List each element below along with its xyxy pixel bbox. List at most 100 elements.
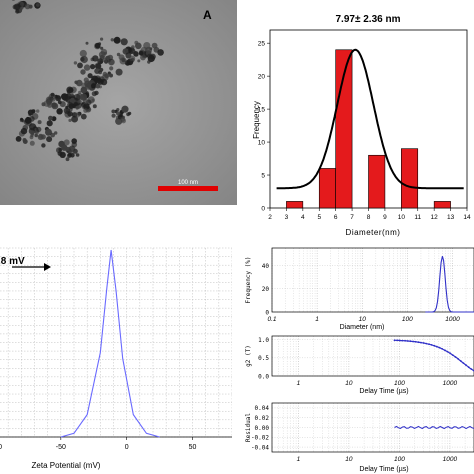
nanoparticle: [116, 52, 121, 57]
tem-image-panel: 100 nm A: [0, 0, 237, 205]
x-tick-label: 0.1: [267, 316, 276, 323]
x-tick-label: 2: [268, 214, 272, 221]
x-tick-label: 1000: [445, 316, 460, 323]
nanoparticle: [67, 146, 75, 154]
histogram-bar: [433, 201, 451, 209]
nanoparticle: [22, 138, 27, 142]
nanoparticle: [126, 112, 130, 117]
nanoparticle: [75, 153, 80, 157]
g2-fit-line: [394, 339, 474, 372]
x-tick-label: 1: [315, 316, 319, 323]
residual-line: [394, 425, 474, 430]
nanoparticle: [119, 113, 123, 118]
nanoparticle: [59, 101, 66, 108]
nanoparticle: [98, 70, 102, 75]
nanoparticle: [50, 132, 55, 138]
scale-bar: [158, 186, 218, 191]
nanoparticle: [47, 96, 53, 103]
x-tick-label: 9: [383, 214, 387, 221]
plot-frame: [271, 402, 474, 453]
nanoparticle: [80, 86, 88, 94]
nanoparticle: [55, 95, 62, 102]
nanoparticle: [36, 109, 40, 113]
nanoparticle: [41, 143, 46, 148]
x-tick-label: 13: [447, 214, 455, 221]
nanoparticle: [56, 147, 62, 154]
y-tick-label: 0: [265, 309, 269, 316]
nanoparticle: [67, 111, 73, 117]
nanoparticle: [83, 108, 88, 113]
nanoparticle: [147, 54, 155, 63]
x-tick-label: 10: [359, 316, 367, 323]
nanoparticle: [97, 78, 104, 85]
y-tick-label: 0.5: [258, 355, 269, 362]
nanoparticle: [65, 157, 70, 162]
nanoparticle: [143, 42, 151, 50]
nanoparticle: [100, 46, 104, 50]
x-tick-label: 4: [301, 214, 305, 221]
tem-micrograph: 100 nm A: [0, 0, 237, 205]
x-tick-label: 3: [285, 214, 289, 221]
y-axis-label: g2 (T): [245, 345, 252, 367]
nanoparticle: [28, 123, 37, 131]
nanoparticle: [66, 86, 74, 94]
nanoparticle: [134, 40, 139, 45]
x-tick-label: -50: [56, 444, 66, 451]
plot-frame: [271, 247, 474, 313]
nanoparticle: [120, 117, 126, 122]
nanoparticle: [65, 105, 69, 109]
panel-letter-a: A: [203, 8, 212, 22]
nanoparticle: [111, 109, 116, 114]
nanoparticle: [80, 113, 87, 120]
size-distribution-line: [425, 256, 474, 313]
nanoparticle: [73, 61, 78, 65]
nanoparticle: [11, 0, 16, 1]
x-tick-label: 1: [297, 456, 301, 463]
histogram-bar: [318, 168, 336, 209]
y-axis-label: Frequency (%): [245, 257, 252, 304]
nanoparticle: [91, 83, 97, 89]
nanoparticle: [68, 118, 72, 122]
nanoparticle: [21, 119, 25, 123]
nanoparticle: [83, 103, 90, 110]
dls-g2-xlabel: Delay Time (µs): [359, 388, 408, 395]
nanoparticle: [100, 37, 104, 41]
nanoparticle: [31, 132, 35, 136]
x-tick-label: 8: [367, 214, 371, 221]
y-tick-label: 1.0: [258, 337, 269, 344]
nanoparticle: [36, 126, 42, 132]
nanoparticle: [95, 83, 101, 89]
nanoparticle: [115, 68, 123, 76]
x-tick-label: 11: [414, 214, 421, 221]
nanoparticle: [20, 127, 28, 135]
nanoparticle: [74, 112, 81, 118]
histogram-bar: [286, 201, 304, 209]
x-tick-label: 1: [297, 380, 301, 387]
nanoparticle: [92, 104, 97, 109]
nanoparticle: [37, 120, 42, 125]
nanoparticle: [56, 108, 63, 115]
y-tick-label: 25: [258, 41, 266, 48]
nanoparticle: [110, 38, 115, 42]
size-histogram: 7.97± 2.36 nm Frequency Diameter(nm) 2 3 4…: [252, 14, 471, 237]
y-tick-label: 15: [258, 107, 266, 114]
x-tick-label: -100: [0, 444, 2, 451]
y-tick-label: 20: [258, 74, 266, 81]
nanoparticle: [111, 113, 116, 118]
x-tick-label: 10: [398, 214, 406, 221]
zeta-xlabel: Zeta Potential (mV): [32, 461, 101, 470]
nanoparticle: [97, 58, 104, 65]
nanoparticle: [87, 73, 93, 79]
nanoparticle: [151, 42, 158, 49]
nanoparticle: [74, 80, 78, 85]
dls-res-xlabel: Delay Time (µs): [359, 466, 408, 473]
nanoparticle: [90, 57, 95, 62]
zeta-potential-chart: -100 -50 0 50 .8 mV Zeta Potential (mV): [0, 247, 232, 470]
y-tick-label: -0.04: [251, 444, 269, 451]
zeta-distribution-line: [60, 249, 160, 438]
histogram-xlabel: Diameter(nm): [346, 228, 401, 237]
nanoparticle: [70, 153, 75, 158]
histogram-bar: [401, 148, 419, 209]
nanoparticle: [43, 100, 51, 107]
nanoparticle: [83, 64, 91, 71]
